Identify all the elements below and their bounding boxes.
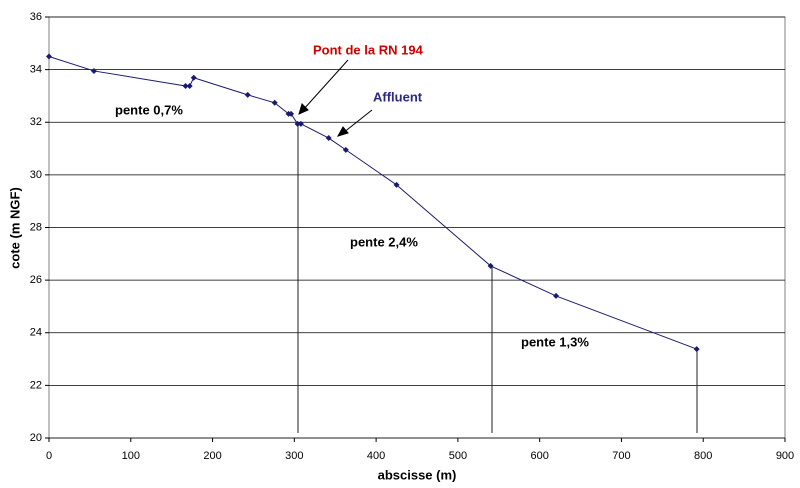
x-tick-label: 100 bbox=[122, 450, 140, 462]
annotation: Pont de la RN 194 bbox=[313, 42, 424, 57]
data-point bbox=[90, 67, 97, 74]
y-tick-label: 34 bbox=[30, 64, 42, 76]
data-point bbox=[182, 82, 189, 89]
arrow bbox=[302, 59, 349, 111]
data-point bbox=[244, 91, 251, 98]
data-point bbox=[297, 120, 304, 127]
x-tick-label: 600 bbox=[530, 450, 548, 462]
x-tick-label: 500 bbox=[449, 450, 467, 462]
data-point bbox=[693, 346, 700, 353]
arrow-head bbox=[336, 126, 349, 137]
data-point bbox=[393, 181, 400, 188]
annotation: pente 0,7% bbox=[115, 102, 183, 117]
x-tick-label: 400 bbox=[367, 450, 385, 462]
y-tick-label: 22 bbox=[30, 379, 42, 391]
y-tick-label: 24 bbox=[30, 327, 42, 339]
data-point bbox=[294, 120, 301, 127]
data-point bbox=[325, 135, 332, 142]
y-tick-label: 20 bbox=[30, 432, 42, 444]
y-tick-label: 30 bbox=[30, 169, 42, 181]
annotation: pente 2,4% bbox=[350, 234, 418, 249]
y-tick-label: 36 bbox=[30, 11, 42, 23]
data-point bbox=[487, 262, 494, 269]
data-point bbox=[190, 74, 197, 81]
data-point bbox=[342, 146, 349, 153]
annotation: pente 1,3% bbox=[521, 334, 589, 349]
annotation: Affluent bbox=[373, 89, 423, 104]
y-tick-label: 26 bbox=[30, 274, 42, 286]
x-tick-label: 300 bbox=[285, 450, 303, 462]
arrows bbox=[298, 59, 373, 137]
x-tick-label: 200 bbox=[203, 450, 221, 462]
data-point bbox=[271, 99, 278, 106]
x-axis-label: abscisse (m) bbox=[378, 467, 457, 482]
y-axis-label: cote (m NGF) bbox=[7, 187, 22, 269]
data-point bbox=[186, 82, 193, 89]
arrow bbox=[342, 109, 373, 134]
data-point bbox=[288, 110, 295, 117]
drop-lines bbox=[297, 124, 698, 433]
x-tick-label: 700 bbox=[612, 450, 630, 462]
x-tick-label: 800 bbox=[694, 450, 712, 462]
y-tick-label: 32 bbox=[30, 116, 42, 128]
axes: 20 22 24 26 28 30 32 34 36 0 100 200 300 400 500 600 700… bbox=[30, 11, 794, 462]
y-tick-label: 28 bbox=[30, 221, 42, 233]
x-tick-label: 900 bbox=[776, 450, 794, 462]
data-point bbox=[553, 292, 560, 299]
arrow-head bbox=[298, 103, 309, 115]
data-point bbox=[46, 53, 52, 60]
x-tick-label: 0 bbox=[46, 450, 52, 462]
